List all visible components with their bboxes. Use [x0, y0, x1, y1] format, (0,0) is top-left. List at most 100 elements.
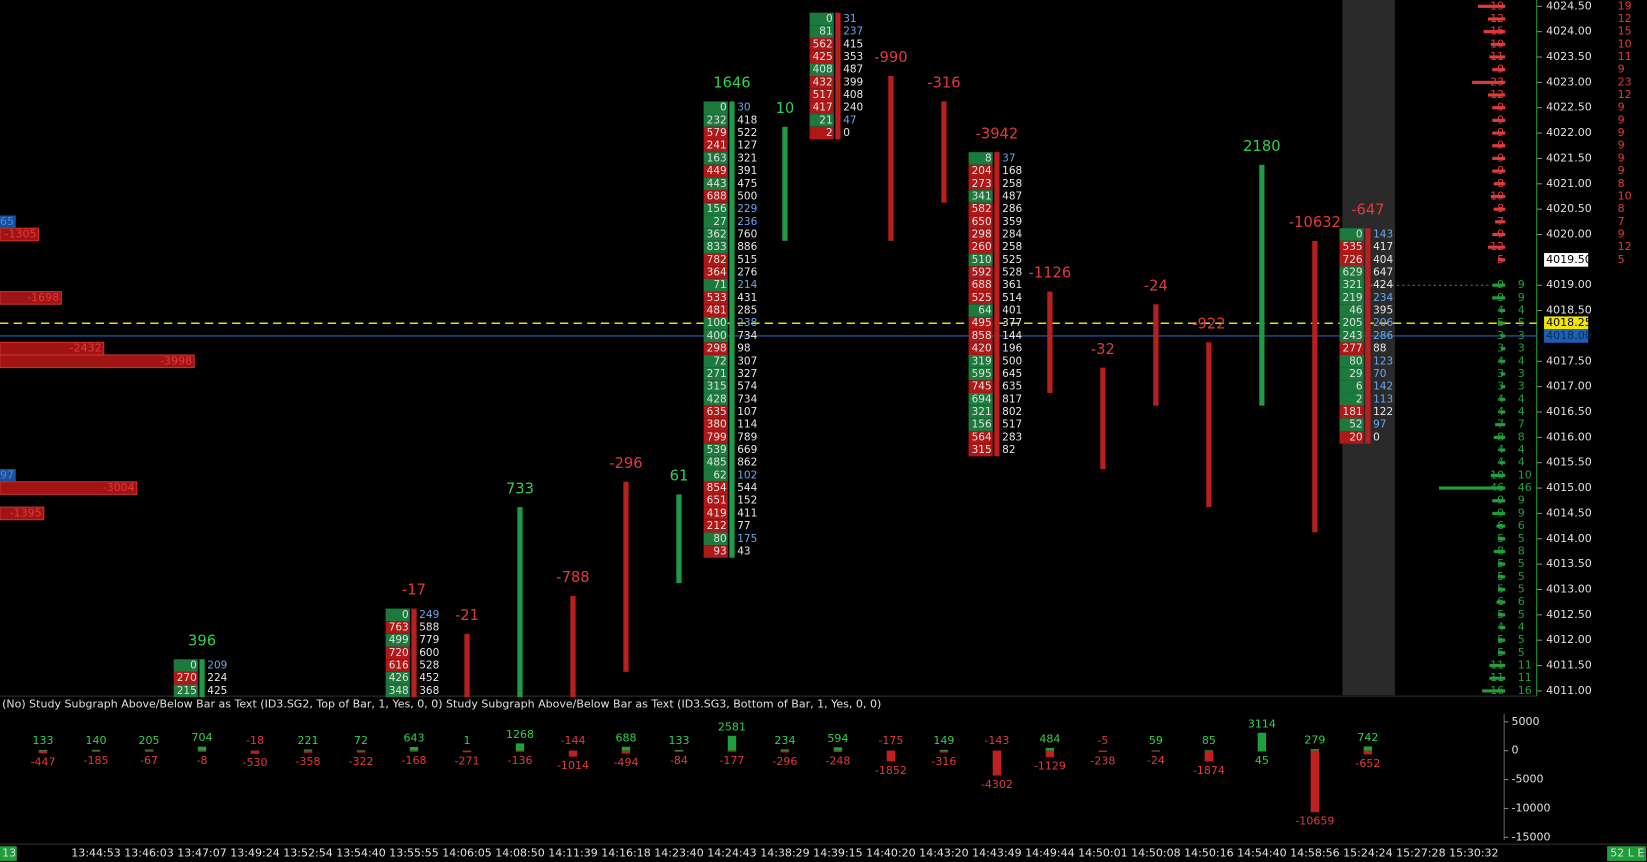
bid-volume: 650	[972, 216, 992, 228]
left-profile-label: -3998	[160, 354, 192, 367]
price-label: 4022.00	[1546, 126, 1592, 139]
profile-count: 3	[1497, 329, 1504, 342]
below-label: 45	[1255, 754, 1269, 767]
time-label: 14:49:44	[1025, 847, 1074, 860]
bar-delta: 2180	[1243, 138, 1280, 155]
above-label: 2581	[718, 720, 746, 733]
cell-bg	[703, 278, 728, 292]
cell-bg	[809, 12, 834, 26]
ask-volume: 408	[843, 89, 863, 101]
ask-volume: 353	[843, 51, 863, 63]
time-label: 14:06:05	[442, 847, 491, 860]
ask-volume: 647	[1373, 267, 1393, 279]
bid-volume: 745	[972, 381, 992, 393]
left-profile-label: -3004	[103, 481, 135, 494]
lower-axis-label: 0	[1512, 744, 1519, 757]
bid-volume: 156	[707, 203, 727, 215]
bid-volume: 2	[826, 127, 833, 139]
bid-volume: 854	[707, 482, 727, 494]
ask-volume: 43	[737, 545, 750, 557]
bid-volume: 241	[707, 140, 727, 152]
below-label: -84	[670, 754, 688, 767]
cell-bg	[1339, 316, 1364, 330]
left-profile-blue-label: 65	[0, 215, 14, 228]
price-marker: 4019.50	[1546, 253, 1592, 266]
ask-volume: 143	[1373, 229, 1393, 241]
cell-bg	[703, 494, 728, 508]
bid-volume: 635	[707, 406, 727, 418]
below-bar	[1363, 750, 1373, 755]
profile-count: 4	[1497, 405, 1504, 418]
cell-bg	[968, 304, 993, 317]
left-profile-bar	[0, 227, 40, 242]
cell-bg	[1339, 329, 1364, 343]
ask-volume: 127	[737, 140, 757, 152]
profile-bar	[1499, 397, 1506, 401]
profile-bar	[1489, 55, 1506, 59]
cell-bg	[703, 253, 728, 267]
profile-count: 4	[1497, 354, 1504, 367]
profile-count: 10	[1490, 189, 1504, 202]
cell-bg	[385, 608, 410, 622]
bar-range	[676, 494, 682, 584]
bid-volume: 799	[707, 431, 727, 443]
cell-bg	[703, 507, 728, 520]
price-label: 4023.50	[1546, 50, 1592, 63]
left-profile-label: -2432	[70, 342, 102, 355]
profile-count-side: 9	[1618, 151, 1625, 164]
bid-volume: 72	[713, 355, 726, 367]
bid-volume: 348	[389, 685, 409, 697]
bid-volume: 651	[707, 495, 727, 507]
bid-volume: 204	[972, 165, 992, 177]
below-bar	[38, 750, 48, 754]
bid-volume: 419	[707, 507, 727, 519]
profile-bar	[1493, 549, 1506, 554]
below-label: -316	[931, 755, 956, 768]
bid-volume: 270	[177, 672, 197, 684]
ask-volume: 234	[1373, 292, 1393, 304]
cell-bg	[1339, 367, 1364, 381]
profile-count-side: 9	[1518, 494, 1525, 507]
bid-volume: 694	[972, 393, 992, 405]
profile-count-side: 8	[1518, 430, 1525, 443]
profile-count-side: 6	[1518, 595, 1525, 608]
ask-volume: 238	[737, 317, 757, 329]
cell-bg	[703, 139, 728, 153]
profile-count: 8	[1497, 430, 1504, 443]
ask-volume: 802	[1002, 406, 1022, 418]
bar-range	[1312, 240, 1318, 533]
above-label: 72	[354, 734, 368, 747]
profile-count: 23	[1490, 75, 1504, 88]
ask-volume: 31	[843, 13, 856, 25]
bar-delta: -21	[455, 607, 479, 624]
cell-bg	[703, 481, 728, 495]
cell-bg	[968, 443, 993, 457]
left-profile-blue	[0, 469, 16, 482]
time-label: 15:30:32	[1449, 847, 1498, 860]
below-bar	[303, 750, 313, 753]
bid-volume: 319	[972, 355, 992, 367]
above-label: 704	[192, 731, 213, 744]
bid-volume: 629	[1343, 267, 1363, 279]
below-bar	[1045, 750, 1055, 758]
above-label: 140	[86, 734, 107, 747]
below-label: -24	[1147, 754, 1165, 767]
price-label: 4023.00	[1546, 75, 1592, 88]
above-label: 133	[33, 734, 54, 747]
profile-bar	[1492, 296, 1506, 300]
cell-bg	[703, 405, 728, 419]
above-bar	[515, 743, 525, 751]
ask-volume: 284	[1002, 229, 1022, 241]
bid-volume: 260	[972, 241, 992, 253]
bar-range	[1365, 228, 1371, 444]
bid-volume: 380	[707, 419, 727, 431]
bid-volume: 400	[707, 330, 727, 342]
cell-bg	[1339, 342, 1364, 355]
profile-count: 5	[1497, 633, 1504, 646]
ask-volume: 37	[1002, 152, 1015, 164]
profile-count-side: 11	[1518, 659, 1532, 672]
ask-volume: 97	[1373, 419, 1386, 431]
profile-bar	[1495, 220, 1506, 224]
lower-axis-label: -10000	[1512, 801, 1551, 814]
profile-count-side: 5	[1518, 570, 1525, 583]
